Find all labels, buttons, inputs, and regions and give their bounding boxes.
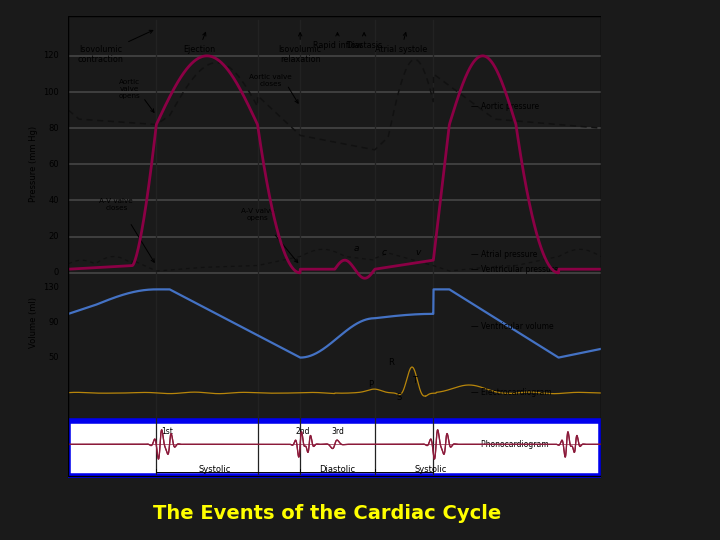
Text: Ejection: Ejection [183, 32, 215, 54]
Text: R: R [388, 358, 394, 367]
Text: Isovolumic
contraction: Isovolumic contraction [78, 30, 153, 64]
Text: 130: 130 [43, 283, 59, 292]
Text: — Atrial pressure: — Atrial pressure [471, 250, 537, 259]
Text: c: c [382, 248, 387, 256]
Text: Volume (ml): Volume (ml) [30, 297, 38, 348]
Text: 3rd: 3rd [331, 427, 344, 436]
Text: 50: 50 [48, 353, 59, 362]
Text: Isovolumic
relaxation: Isovolumic relaxation [279, 32, 322, 64]
Text: A-V valve
closes: A-V valve closes [99, 198, 133, 211]
Text: 60: 60 [48, 160, 59, 169]
Text: — Electrocardiogram: — Electrocardiogram [471, 388, 552, 397]
Text: Aortic
valve
opens: Aortic valve opens [119, 79, 140, 99]
Text: P: P [368, 380, 373, 389]
Text: Aortic valve
closes: Aortic valve closes [250, 74, 292, 87]
Text: 80: 80 [48, 124, 59, 133]
Text: 40: 40 [48, 196, 59, 205]
Text: 120: 120 [43, 51, 59, 60]
Text: Systolic: Systolic [415, 464, 447, 474]
Text: A-V valve
opens: A-V valve opens [240, 208, 274, 221]
Text: — Ventricular volume: — Ventricular volume [471, 322, 553, 332]
Text: — Ventricular pressure: — Ventricular pressure [471, 265, 558, 274]
Text: 0: 0 [53, 268, 59, 278]
Text: The Events of the Cardiac Cycle: The Events of the Cardiac Cycle [153, 504, 502, 523]
Text: 1st: 1st [161, 427, 173, 436]
Text: 100: 100 [43, 87, 59, 97]
Text: Diastolic: Diastolic [320, 464, 356, 474]
Text: Systolic: Systolic [199, 464, 231, 474]
Text: Rapid inflow: Rapid inflow [312, 32, 362, 50]
Text: Atrial systole: Atrial systole [375, 32, 428, 54]
Text: Pressure (mm Hg): Pressure (mm Hg) [30, 126, 38, 202]
Text: 20: 20 [48, 232, 59, 241]
Text: — Aortic pressure: — Aortic pressure [471, 102, 539, 111]
Bar [68, 421, 601, 476]
Text: T: T [413, 375, 417, 384]
Text: 90: 90 [48, 318, 59, 327]
Text: v: v [415, 248, 421, 256]
Text: S: S [396, 393, 401, 402]
Text: Diastasis: Diastasis [346, 32, 382, 50]
Text: 2nd: 2nd [296, 427, 310, 436]
Text: — Phonocardiogram: — Phonocardiogram [471, 440, 549, 449]
Text: a: a [354, 244, 359, 253]
